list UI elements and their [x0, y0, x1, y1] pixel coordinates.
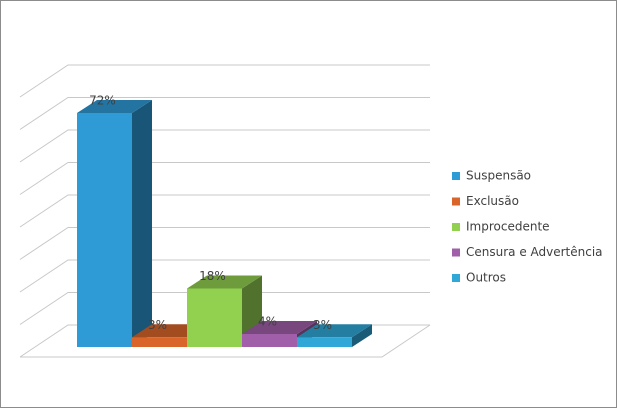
bar-top: [77, 100, 152, 113]
grid-line: [19, 227, 430, 260]
grid-line: [19, 97, 430, 130]
data-label: 4%: [258, 315, 277, 329]
legend-swatch: [452, 223, 460, 231]
legend-swatch: [452, 197, 460, 206]
legend-label: Outros: [466, 271, 506, 285]
bar: [132, 337, 187, 347]
legend-label: Censura e Advertência: [466, 245, 603, 259]
grid-line: [19, 162, 430, 195]
legend-label: Exclusão: [466, 194, 519, 208]
legend-swatch: [452, 274, 460, 282]
bar-top: [187, 275, 262, 289]
grid-line: [19, 259, 430, 293]
bar: [242, 334, 297, 347]
bar-top: [242, 321, 317, 334]
legend-label: Improcedente: [466, 220, 550, 234]
grid-line: [19, 64, 430, 98]
bar-top: [297, 324, 372, 338]
grid-line: [19, 194, 430, 228]
grid-line: [19, 292, 430, 325]
data-label: 72%: [89, 94, 116, 108]
grid-line: [19, 129, 430, 163]
floor-edge: [20, 324, 431, 358]
data-label: 18%: [199, 269, 226, 283]
bar-side: [352, 324, 372, 347]
bar: [77, 113, 132, 347]
data-label: 3%: [313, 318, 332, 332]
bar: [187, 288, 242, 347]
bar-side: [132, 100, 152, 347]
legend-swatch: [452, 172, 460, 180]
data-label: 3%: [148, 318, 167, 332]
bar: [297, 337, 352, 347]
legend-swatch: [452, 248, 460, 257]
legend-label: Suspensão: [466, 169, 531, 183]
